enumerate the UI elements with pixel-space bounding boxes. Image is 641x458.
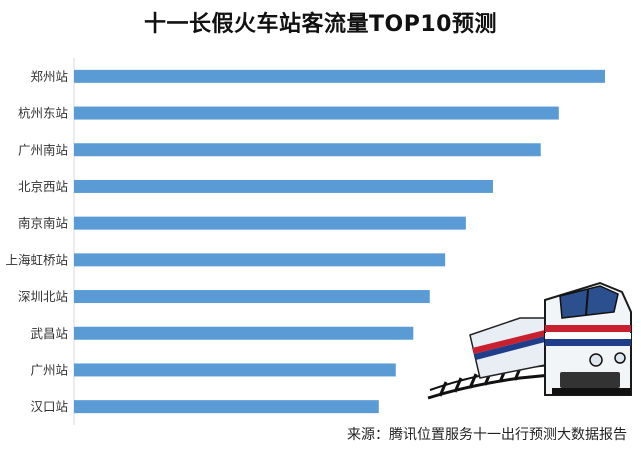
category-label: 深圳北站 bbox=[18, 289, 68, 304]
category-label: 广州站 bbox=[30, 362, 68, 377]
category-label: 北京西站 bbox=[18, 179, 68, 194]
category-label: 杭州东站 bbox=[18, 106, 68, 121]
category-label: 广州南站 bbox=[18, 142, 68, 157]
bar bbox=[74, 326, 414, 340]
category-label: 武昌站 bbox=[30, 326, 68, 341]
bar bbox=[74, 216, 466, 230]
category-label: 南京南站 bbox=[18, 216, 68, 231]
bar bbox=[74, 363, 396, 377]
bar bbox=[74, 179, 493, 193]
chart-title: 十一长假火车站客流量TOP10预测 bbox=[144, 12, 497, 37]
category-label: 上海虹桥站 bbox=[5, 252, 68, 267]
category-label: 汉口站 bbox=[30, 399, 68, 414]
bar bbox=[74, 106, 559, 120]
source-note: 来源：腾讯位置服务十一出行预测大数据报告 bbox=[347, 427, 627, 443]
bar bbox=[74, 400, 379, 414]
bar bbox=[74, 143, 541, 157]
bar bbox=[74, 253, 446, 267]
category-label: 郑州站 bbox=[30, 69, 68, 84]
bar bbox=[74, 290, 430, 304]
train-icon bbox=[427, 281, 632, 400]
bar bbox=[74, 69, 605, 83]
